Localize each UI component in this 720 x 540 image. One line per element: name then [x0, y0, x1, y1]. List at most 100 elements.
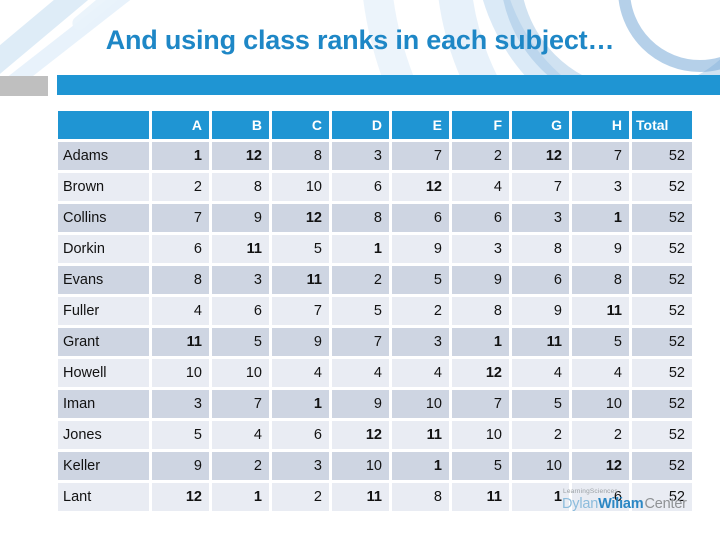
rank-cell: 1	[212, 483, 269, 511]
column-header: B	[212, 111, 269, 139]
rank-cell: 7	[452, 390, 509, 418]
rank-cell: 3	[572, 173, 629, 201]
table-header: A B C D E F G H Total	[58, 111, 692, 139]
rank-cell: 11	[512, 328, 569, 356]
gray-accent-block	[0, 76, 48, 96]
rank-cell: 1	[572, 204, 629, 232]
table-row: Adams 1 12 8 3 7 2 12 7 52	[58, 142, 692, 170]
rank-cell: 12	[452, 359, 509, 387]
rank-cell: 4	[392, 359, 449, 387]
rank-cell: 1	[392, 452, 449, 480]
column-header: A	[152, 111, 209, 139]
logo-center: Center	[644, 495, 687, 512]
rank-cell: 4	[572, 359, 629, 387]
total-cell: 52	[632, 235, 692, 263]
column-header: C	[272, 111, 329, 139]
rank-cell: 11	[572, 297, 629, 325]
rank-cell: 6	[332, 173, 389, 201]
total-cell: 52	[632, 483, 692, 511]
total-cell: 52	[632, 359, 692, 387]
rank-cell: 6	[392, 204, 449, 232]
rank-cell: 1	[152, 142, 209, 170]
rank-cell: 9	[152, 452, 209, 480]
total-cell: 52	[632, 266, 692, 294]
rank-cell: 8	[512, 235, 569, 263]
rank-cell: 1	[452, 328, 509, 356]
rank-cell: 9	[272, 328, 329, 356]
rank-cell: 9	[212, 204, 269, 232]
rank-cell: 7	[212, 390, 269, 418]
rank-cell: 11	[392, 421, 449, 449]
total-cell: 52	[632, 328, 692, 356]
rank-cell: 12	[332, 421, 389, 449]
rank-cell: 1	[272, 390, 329, 418]
rank-cell: 12	[512, 142, 569, 170]
rank-cell: 4	[272, 359, 329, 387]
rank-cell: 9	[512, 297, 569, 325]
row-label: Iman	[58, 390, 149, 418]
row-label: Keller	[58, 452, 149, 480]
rank-cell: 11	[452, 483, 509, 511]
rank-cell: 5	[332, 297, 389, 325]
rank-cell: 11	[212, 235, 269, 263]
rank-cell: 3	[272, 452, 329, 480]
rank-cell: 10	[212, 359, 269, 387]
total-cell: 52	[632, 173, 692, 201]
total-cell: 52	[632, 452, 692, 480]
rank-cell: 10	[152, 359, 209, 387]
rank-cell: 4	[212, 421, 269, 449]
column-header: Total	[632, 111, 692, 139]
rank-cell: 2	[512, 421, 569, 449]
rank-cell: 7	[332, 328, 389, 356]
table-row: Grant 11 5 9 7 3 1 11 5 52	[58, 328, 692, 356]
rank-cell: 12	[152, 483, 209, 511]
rank-cell: 7	[392, 142, 449, 170]
table-row: Iman 3 7 1 9 10 7 5 10 52	[58, 390, 692, 418]
slide-title: And using class ranks in each subject…	[105, 25, 615, 55]
rank-cell: 2	[392, 297, 449, 325]
rank-cell: 5	[452, 452, 509, 480]
rank-cell: 4	[152, 297, 209, 325]
row-label: Fuller	[58, 297, 149, 325]
table-row: Collins 7 9 12 8 6 6 3 1 52	[58, 204, 692, 232]
rank-cell: 6	[512, 266, 569, 294]
rank-cell: 11	[272, 266, 329, 294]
rank-cell: 5	[152, 421, 209, 449]
rank-cell: 3	[392, 328, 449, 356]
total-cell: 52	[632, 142, 692, 170]
rank-cell: 10	[512, 452, 569, 480]
rank-cell: 3	[152, 390, 209, 418]
table-row: Howell 10 10 4 4 4 12 4 4 52	[58, 359, 692, 387]
rank-cell: 3	[512, 204, 569, 232]
rank-cell: 2	[572, 421, 629, 449]
rank-cell: 6	[452, 204, 509, 232]
table-row: Lant 12 1 2 11 8 11 1 6 52	[58, 483, 692, 511]
rank-cell: 12	[392, 173, 449, 201]
total-cell: 52	[632, 204, 692, 232]
logo-tagline: LearningSciences	[563, 488, 618, 495]
total-cell: 52	[632, 390, 692, 418]
rank-cell: 8	[152, 266, 209, 294]
rank-cell: 12	[272, 204, 329, 232]
total-cell: 52	[632, 421, 692, 449]
rank-cell: 8	[392, 483, 449, 511]
table-body: Adams 1 12 8 3 7 2 12 7 52 Brown 2 8 10 6 12 4 7 3 52 Collin…	[58, 142, 692, 511]
row-label: Howell	[58, 359, 149, 387]
row-label: Jones	[58, 421, 149, 449]
rank-cell: 8	[272, 142, 329, 170]
rank-cell: 8	[572, 266, 629, 294]
rank-cell: 5	[572, 328, 629, 356]
row-label: Adams	[58, 142, 149, 170]
rank-cell: 8	[452, 297, 509, 325]
row-label: Dorkin	[58, 235, 149, 263]
table-row: Brown 2 8 10 6 12 4 7 3 52	[58, 173, 692, 201]
table-row: Keller 9 2 3 10 1 5 10 12 52	[58, 452, 692, 480]
rank-cell: 8	[332, 204, 389, 232]
rank-cell: 9	[332, 390, 389, 418]
rank-cell: 6	[272, 421, 329, 449]
column-header: D	[332, 111, 389, 139]
rank-cell: 3	[332, 142, 389, 170]
rank-cell: 2	[332, 266, 389, 294]
accent-bar	[57, 75, 720, 95]
